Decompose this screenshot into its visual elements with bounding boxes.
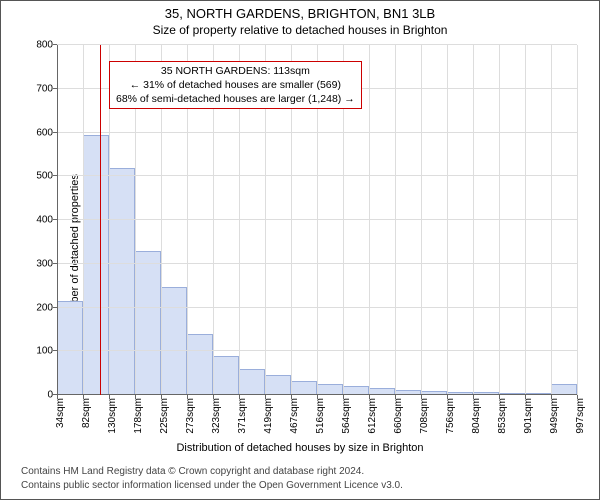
xtick-label: 371sqm xyxy=(237,398,248,434)
gridline-v xyxy=(499,45,500,395)
marker-line xyxy=(100,45,101,395)
xtick-label: 516sqm xyxy=(315,398,326,434)
xtick-label: 708sqm xyxy=(419,398,430,434)
yaxis-line xyxy=(57,45,58,395)
bar xyxy=(213,356,239,395)
gridline-v xyxy=(447,45,448,395)
ytick-label: 500 xyxy=(36,171,53,182)
xtick-label: 34sqm xyxy=(55,398,66,428)
bar xyxy=(161,287,187,396)
xtick-label: 804sqm xyxy=(471,398,482,434)
ytick-label: 300 xyxy=(36,258,53,269)
chart-container: 35, NORTH GARDENS, BRIGHTON, BN1 3LB Siz… xyxy=(0,0,600,500)
gridline-v xyxy=(473,45,474,395)
footer-line2: Contains public sector information licen… xyxy=(21,480,403,491)
xaxis-line xyxy=(57,394,577,395)
annotation-line3: 68% of semi-detached houses are larger (… xyxy=(116,92,355,106)
xtick-label: 660sqm xyxy=(393,398,404,434)
plot-area: 010020030040050060070080034sqm82sqm130sq… xyxy=(57,45,577,395)
bar xyxy=(135,251,161,395)
gridline-v xyxy=(369,45,370,395)
ytick-label: 200 xyxy=(36,302,53,313)
gridline-v xyxy=(395,45,396,395)
ytick-label: 700 xyxy=(36,83,53,94)
bar xyxy=(109,168,135,396)
ytick-label: 400 xyxy=(36,215,53,226)
xtick-label: 225sqm xyxy=(159,398,170,434)
xtick-label: 853sqm xyxy=(497,398,508,434)
bar xyxy=(265,375,291,395)
annotation-line2: ← 31% of detached houses are smaller (56… xyxy=(116,78,355,92)
ytick-label: 0 xyxy=(47,390,53,401)
xtick-label: 273sqm xyxy=(185,398,196,434)
page-title: 35, NORTH GARDENS, BRIGHTON, BN1 3LB xyxy=(1,6,599,21)
xtick-label: 130sqm xyxy=(107,398,118,434)
gridline-v xyxy=(577,45,578,395)
bar xyxy=(57,301,83,395)
xtick-label: 178sqm xyxy=(133,398,144,434)
xtick-label: 949sqm xyxy=(549,398,560,434)
xtick-label: 419sqm xyxy=(263,398,274,434)
ytick-label: 600 xyxy=(36,127,53,138)
xtick-label: 756sqm xyxy=(445,398,456,434)
xtick-label: 901sqm xyxy=(523,398,534,434)
page-subtitle: Size of property relative to detached ho… xyxy=(1,23,599,37)
ytick-label: 100 xyxy=(36,346,53,357)
annotation-box: 35 NORTH GARDENS: 113sqm ← 31% of detach… xyxy=(109,61,362,110)
xtick-label: 564sqm xyxy=(341,398,352,434)
bar xyxy=(187,334,213,395)
xtick-label: 82sqm xyxy=(81,398,92,428)
xaxis-label: Distribution of detached houses by size … xyxy=(1,442,599,454)
xtick-label: 323sqm xyxy=(211,398,222,434)
xtick-label: 612sqm xyxy=(367,398,378,434)
annotation-line1: 35 NORTH GARDENS: 113sqm xyxy=(116,64,355,78)
gridline-v xyxy=(421,45,422,395)
bar xyxy=(83,135,109,395)
bar xyxy=(291,381,317,395)
plot-inner: 010020030040050060070080034sqm82sqm130sq… xyxy=(57,45,577,395)
footer-line1: Contains HM Land Registry data © Crown c… xyxy=(21,466,364,477)
xtick-label: 467sqm xyxy=(289,398,300,434)
bar xyxy=(239,369,265,395)
ytick-label: 800 xyxy=(36,40,53,51)
xtick-label: 997sqm xyxy=(575,398,586,434)
gridline-v xyxy=(525,45,526,395)
gridline-v xyxy=(83,45,84,395)
gridline-v xyxy=(551,45,552,395)
